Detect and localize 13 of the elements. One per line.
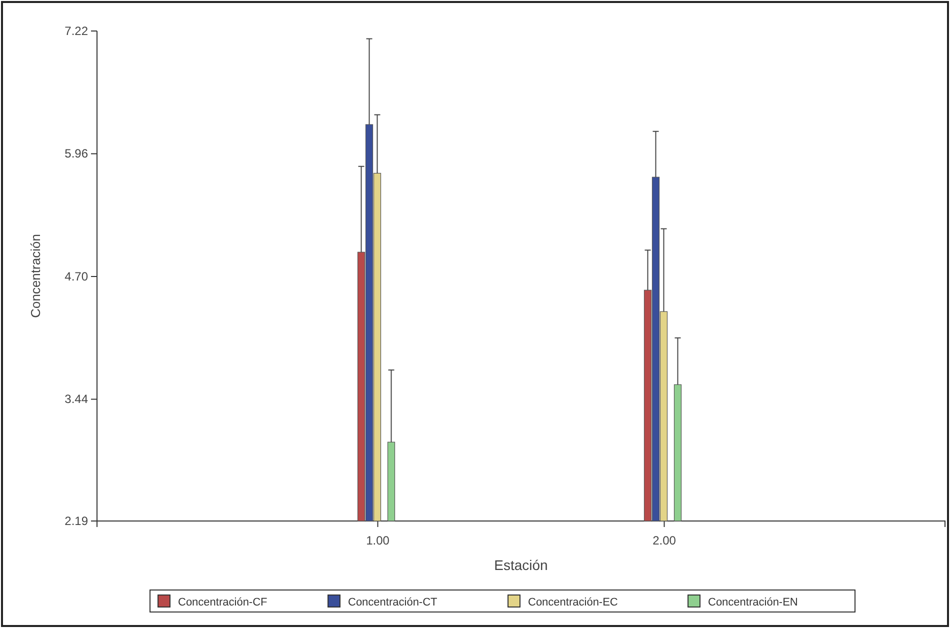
x-axis-title: Estación: [494, 557, 548, 573]
y-tick-label: 2.19: [64, 514, 88, 528]
y-tick-label: 7.22: [64, 24, 88, 38]
legend-label: Concentración-EC: [528, 596, 618, 608]
x-tick-label: 2.00: [652, 533, 676, 548]
legend-label: Concentración-EN: [708, 596, 798, 608]
x-tick-label: 1.00: [366, 533, 390, 548]
legend-label: Concentración-CF: [178, 596, 268, 608]
y-tick-label: 3.44: [64, 392, 88, 406]
y-tick-label: 5.96: [64, 146, 88, 161]
y-axis-title: Concentración: [28, 234, 43, 318]
y-tick-label: 4.70: [64, 269, 88, 284]
legend-label: Concentración-CT: [348, 596, 438, 608]
